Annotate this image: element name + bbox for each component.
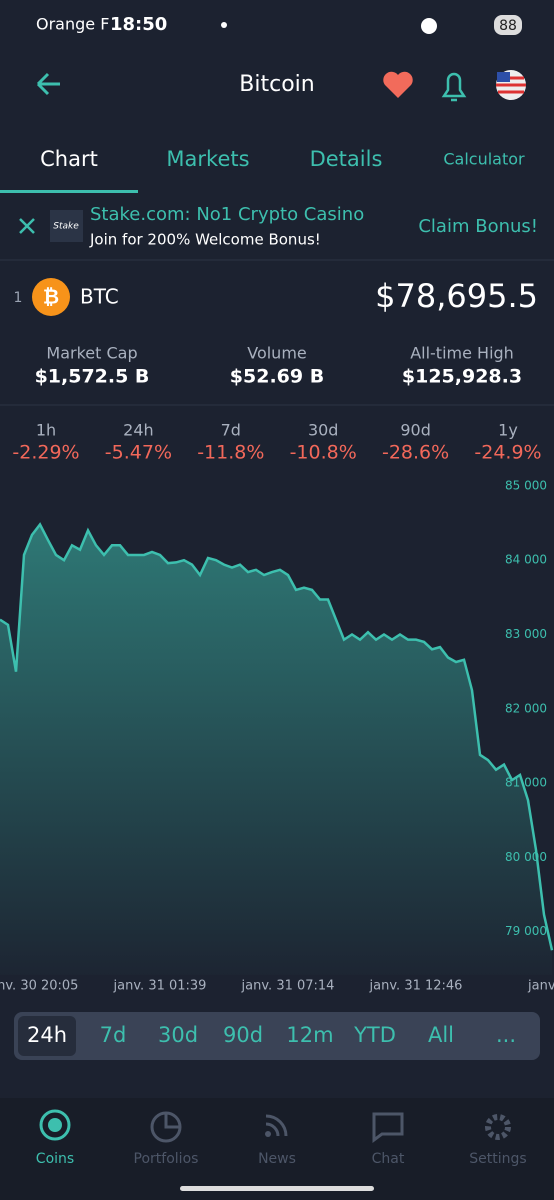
change-value: -5.47% <box>105 442 172 464</box>
ad-action[interactable]: Claim Bonus! <box>418 216 538 237</box>
nav-item[interactable]: Portfolios <box>134 1151 199 1167</box>
nav-icon <box>372 1112 404 1143</box>
range-option[interactable]: 90d <box>223 1023 263 1047</box>
change-value: -11.8% <box>197 442 264 464</box>
y-tick-label: 82 000 <box>505 701 547 715</box>
x-tick-label: janv. 31 01:39 <box>113 979 207 994</box>
carrier: Orange F <box>36 15 109 34</box>
range-option[interactable]: 24h <box>27 1023 67 1047</box>
bottom-nav <box>0 1098 554 1200</box>
range-option[interactable]: All <box>428 1023 454 1047</box>
area-fill <box>0 524 552 975</box>
stat-label: All-time High <box>410 344 514 363</box>
tab[interactable]: Markets <box>166 147 249 171</box>
nav-icon <box>265 1114 288 1137</box>
change-period: 1y <box>498 421 518 440</box>
y-tick-label: 80 000 <box>505 850 547 864</box>
ad-logo-text: Stake <box>53 222 79 232</box>
ad-logo <box>50 210 83 242</box>
ad-title[interactable]: Stake.com: No1 Crypto Casino <box>90 204 364 225</box>
nav-item[interactable]: Coins <box>36 1151 74 1167</box>
tab[interactable]: Details <box>310 147 383 171</box>
stat-value: $125,928.3 <box>402 366 522 388</box>
battery-level: 88 <box>499 18 517 34</box>
ad-subtitle: Join for 200% Welcome Bonus! <box>89 231 321 249</box>
flag-canton <box>497 72 510 82</box>
stat-label: Market Cap <box>46 344 137 363</box>
change-value: -10.8% <box>290 442 357 464</box>
range-option[interactable]: YTD <box>353 1023 396 1047</box>
tab-indicator <box>0 190 138 193</box>
favorite[interactable] <box>383 71 413 98</box>
range-bar <box>14 1012 540 1060</box>
alerts[interactable] <box>441 72 467 102</box>
x-tick-label: janv. 31 07:14 <box>241 979 335 994</box>
home-indicator <box>180 1186 374 1191</box>
nav-item[interactable]: Settings <box>469 1151 526 1167</box>
nav-icon <box>48 1118 62 1132</box>
range-option[interactable]: 30d <box>158 1023 198 1047</box>
change-period: 1h <box>36 421 56 440</box>
y-tick-label: 84 000 <box>505 553 547 567</box>
change-value: -24.9% <box>474 442 541 464</box>
range-option[interactable]: 7d <box>100 1023 127 1047</box>
price: $78,695.5 <box>375 277 538 315</box>
y-tick-label: 81 000 <box>505 776 547 790</box>
change-period: 30d <box>308 421 339 440</box>
back-button[interactable] <box>36 72 60 96</box>
change-period: 90d <box>400 421 431 440</box>
change-value: -2.29% <box>12 442 79 464</box>
range-option[interactable]: ... <box>496 1023 516 1047</box>
dnd-icon <box>421 18 437 34</box>
dot <box>221 22 227 28</box>
symbol: BTC <box>80 285 119 309</box>
x-tick-label: janv. 31 1 <box>527 979 554 994</box>
coin-icon <box>32 278 70 316</box>
stat-value: $1,572.5 B <box>35 366 150 388</box>
nav-icon <box>485 1114 511 1140</box>
stat-label: Volume <box>247 344 307 363</box>
x-tick-label: janv. 30 20:05 <box>0 979 78 994</box>
y-tick-label: 79 000 <box>505 924 547 938</box>
y-tick-label: 83 000 <box>505 627 547 641</box>
coin-icon-glyph: ₿ <box>43 285 59 309</box>
change-period: 7d <box>221 421 241 440</box>
y-tick-label: 85 000 <box>505 478 547 492</box>
change-period: 24h <box>123 421 154 440</box>
nav-icon <box>265 1131 271 1137</box>
x-tick-label: janv. 31 12:46 <box>369 979 463 994</box>
range-selected <box>18 1016 76 1056</box>
rank: 1 <box>14 290 23 306</box>
title: Bitcoin <box>239 72 314 97</box>
clock: 18:50 <box>110 14 167 35</box>
nav-item[interactable]: News <box>258 1151 296 1167</box>
tab[interactable]: Chart <box>40 147 98 171</box>
nav-item[interactable]: Chat <box>372 1151 405 1167</box>
nav-icon <box>39 1109 71 1141</box>
battery <box>494 15 522 35</box>
close-ad[interactable] <box>19 218 35 234</box>
tab[interactable]: Calculator <box>443 150 525 169</box>
nav-icon <box>164 1113 180 1129</box>
stat-value: $52.69 B <box>230 366 324 388</box>
price-line <box>0 522 554 951</box>
range-option[interactable]: 12m <box>286 1023 333 1047</box>
change-value: -28.6% <box>382 442 449 464</box>
